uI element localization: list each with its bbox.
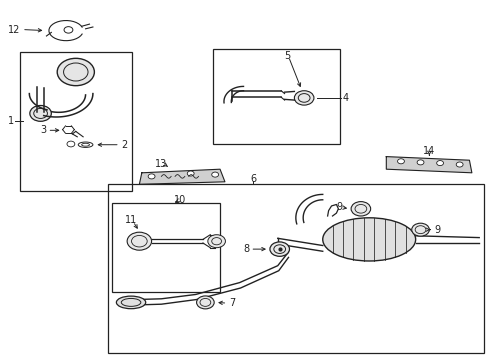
Circle shape: [211, 172, 218, 177]
Text: 1: 1: [8, 116, 14, 126]
Circle shape: [127, 232, 151, 250]
Text: 11: 11: [124, 215, 137, 225]
Text: 10: 10: [173, 195, 186, 205]
Text: 9: 9: [433, 225, 440, 235]
Text: 9: 9: [335, 202, 342, 212]
Ellipse shape: [322, 218, 415, 261]
Polygon shape: [386, 157, 471, 173]
Text: 13: 13: [155, 159, 167, 169]
Circle shape: [148, 174, 155, 179]
Text: 5: 5: [284, 51, 290, 61]
Circle shape: [30, 105, 51, 121]
Circle shape: [436, 161, 443, 166]
Circle shape: [196, 296, 214, 309]
Bar: [107, 184, 483, 353]
Text: 8: 8: [243, 244, 249, 254]
Text: 14: 14: [422, 146, 435, 156]
Polygon shape: [139, 169, 224, 184]
Circle shape: [57, 58, 94, 86]
Text: 4: 4: [342, 93, 348, 103]
Circle shape: [397, 159, 404, 164]
Ellipse shape: [116, 296, 145, 309]
Bar: [20, 52, 132, 191]
Circle shape: [207, 235, 225, 248]
Text: 6: 6: [250, 174, 256, 184]
Text: 7: 7: [228, 298, 235, 308]
Circle shape: [455, 162, 462, 167]
Text: 2: 2: [121, 140, 127, 150]
Circle shape: [294, 91, 313, 105]
Bar: [212, 49, 339, 144]
Text: 12: 12: [8, 24, 20, 35]
Circle shape: [416, 160, 423, 165]
Circle shape: [187, 171, 194, 176]
Circle shape: [269, 242, 289, 256]
Circle shape: [350, 202, 370, 216]
Circle shape: [411, 223, 428, 236]
Text: 3: 3: [40, 125, 46, 135]
Bar: [112, 203, 220, 292]
